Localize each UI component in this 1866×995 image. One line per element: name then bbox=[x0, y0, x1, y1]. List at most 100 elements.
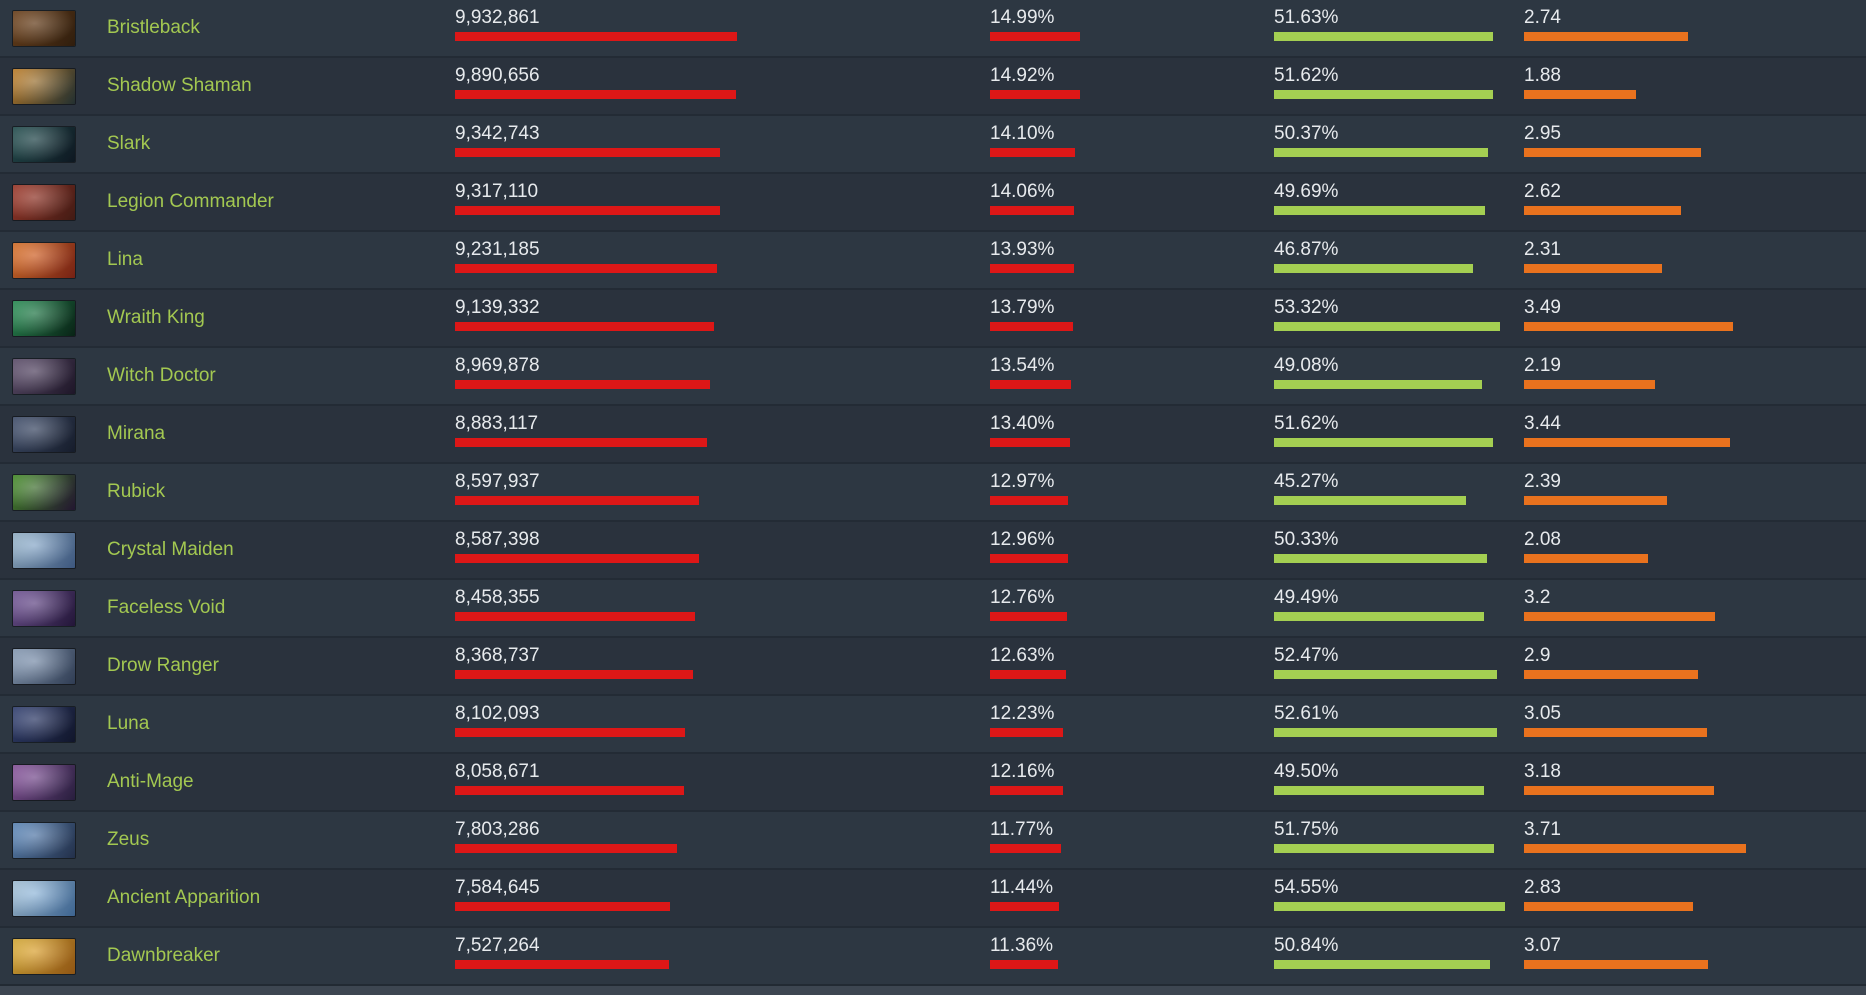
hero-portrait[interactable] bbox=[13, 706, 75, 742]
hero-name-link[interactable]: Rubick bbox=[107, 481, 166, 502]
hero-portrait[interactable] bbox=[13, 10, 75, 46]
matches-cell-value: 8,102,093 bbox=[455, 703, 540, 724]
kda-ratio-cell: 3.2 bbox=[1524, 580, 1866, 636]
pick-rate-cell-bar bbox=[990, 90, 1080, 99]
matches-cell-bar bbox=[455, 612, 695, 621]
pick-rate-cell-value: 13.93% bbox=[990, 239, 1055, 260]
matches-cell: 8,058,671 bbox=[455, 754, 990, 810]
pick-rate-cell-value: 14.92% bbox=[990, 65, 1055, 86]
hero-portrait[interactable] bbox=[13, 590, 75, 626]
win-rate-cell: 50.84% bbox=[1274, 928, 1524, 984]
hero-name-link[interactable]: Crystal Maiden bbox=[107, 539, 234, 560]
hero-name-link[interactable]: Shadow Shaman bbox=[107, 75, 252, 96]
matches-cell-value: 9,342,743 bbox=[455, 123, 540, 144]
win-rate-cell: 51.62% bbox=[1274, 406, 1524, 462]
matches-cell: 8,587,398 bbox=[455, 522, 990, 578]
hero-name-link[interactable]: Dawnbreaker bbox=[107, 945, 220, 966]
matches-cell-value: 8,058,671 bbox=[455, 761, 540, 782]
kda-ratio-cell-value: 2.39 bbox=[1524, 471, 1561, 492]
kda-ratio-cell: 2.74 bbox=[1524, 0, 1866, 56]
matches-cell-value: 7,527,264 bbox=[455, 935, 540, 956]
hero-name-link[interactable]: Mirana bbox=[107, 423, 166, 444]
matches-cell-value: 8,969,878 bbox=[455, 355, 540, 376]
pick-rate-cell: 14.06% bbox=[990, 174, 1274, 230]
kda-ratio-cell-bar bbox=[1524, 322, 1733, 331]
hero-cell: Anti-Mage bbox=[0, 754, 455, 810]
matches-cell-value: 7,803,286 bbox=[455, 819, 540, 840]
kda-ratio-cell-value: 3.18 bbox=[1524, 761, 1561, 782]
hero-cell: Dawnbreaker bbox=[0, 928, 455, 984]
matches-cell: 7,527,264 bbox=[455, 928, 990, 984]
hero-name-link[interactable]: Faceless Void bbox=[107, 597, 226, 618]
matches-cell: 9,231,185 bbox=[455, 232, 990, 288]
hero-portrait[interactable] bbox=[13, 648, 75, 684]
matches-cell: 9,317,110 bbox=[455, 174, 990, 230]
hero-portrait[interactable] bbox=[13, 242, 75, 278]
hero-portrait[interactable] bbox=[13, 764, 75, 800]
table-row: Rubick 8,597,937 12.97% 45.27% 2.39 bbox=[0, 464, 1866, 522]
hero-portrait[interactable] bbox=[13, 126, 75, 162]
hero-portrait[interactable] bbox=[13, 474, 75, 510]
kda-ratio-cell-bar bbox=[1524, 380, 1655, 389]
hero-portrait[interactable] bbox=[13, 880, 75, 916]
matches-cell-bar bbox=[455, 728, 685, 737]
pick-rate-cell: 13.54% bbox=[990, 348, 1274, 404]
matches-cell-bar bbox=[455, 322, 714, 331]
matches-cell: 8,368,737 bbox=[455, 638, 990, 694]
matches-cell-value: 9,317,110 bbox=[455, 181, 539, 202]
matches-cell-value: 8,458,355 bbox=[455, 587, 540, 608]
hero-portrait[interactable] bbox=[13, 300, 75, 336]
matches-cell: 8,969,878 bbox=[455, 348, 990, 404]
hero-portrait[interactable] bbox=[13, 532, 75, 568]
win-rate-cell-bar bbox=[1274, 670, 1497, 679]
hero-cell: Zeus bbox=[0, 812, 455, 868]
win-rate-cell: 45.27% bbox=[1274, 464, 1524, 520]
matches-cell: 9,342,743 bbox=[455, 116, 990, 172]
pick-rate-cell-value: 12.63% bbox=[990, 645, 1055, 666]
hero-name-link[interactable]: Witch Doctor bbox=[107, 365, 216, 386]
kda-ratio-cell-value: 2.08 bbox=[1524, 529, 1561, 550]
win-rate-cell-value: 49.49% bbox=[1274, 587, 1339, 608]
win-rate-cell: 53.32% bbox=[1274, 290, 1524, 346]
hero-name-link[interactable]: Ancient Apparition bbox=[107, 887, 261, 908]
hero-name-link[interactable]: Wraith King bbox=[107, 307, 205, 328]
hero-name-link[interactable]: Lina bbox=[107, 249, 143, 270]
win-rate-cell: 49.50% bbox=[1274, 754, 1524, 810]
matches-cell: 8,458,355 bbox=[455, 580, 990, 636]
win-rate-cell-value: 51.63% bbox=[1274, 7, 1339, 28]
kda-ratio-cell: 2.83 bbox=[1524, 870, 1866, 926]
hero-portrait[interactable] bbox=[13, 184, 75, 220]
matches-cell-bar bbox=[455, 554, 699, 563]
hero-name-link[interactable]: Legion Commander bbox=[107, 191, 274, 212]
win-rate-cell-value: 49.69% bbox=[1274, 181, 1339, 202]
hero-name-link[interactable]: Drow Ranger bbox=[107, 655, 219, 676]
pick-rate-cell: 11.44% bbox=[990, 870, 1274, 926]
win-rate-cell: 49.08% bbox=[1274, 348, 1524, 404]
hero-name-link[interactable]: Slark bbox=[107, 133, 151, 154]
hero-name-link[interactable]: Zeus bbox=[107, 829, 150, 850]
hero-portrait[interactable] bbox=[13, 68, 75, 104]
hero-cell: Faceless Void bbox=[0, 580, 455, 636]
hero-name-link[interactable]: Bristleback bbox=[107, 17, 200, 38]
hero-portrait[interactable] bbox=[13, 938, 75, 974]
kda-ratio-cell: 3.49 bbox=[1524, 290, 1866, 346]
pick-rate-cell-bar bbox=[990, 844, 1061, 853]
win-rate-cell: 50.33% bbox=[1274, 522, 1524, 578]
table-row: Bristleback 9,932,861 14.99% 51.63% 2.74 bbox=[0, 0, 1866, 58]
table-row: Wraith King 9,139,332 13.79% 53.32% 3.49 bbox=[0, 290, 1866, 348]
matches-cell-bar bbox=[455, 670, 693, 679]
pick-rate-cell-value: 11.36% bbox=[990, 935, 1054, 956]
hero-portrait[interactable] bbox=[13, 358, 75, 394]
hero-name-link[interactable]: Anti-Mage bbox=[107, 771, 194, 792]
kda-ratio-cell-value: 3.07 bbox=[1524, 935, 1561, 956]
hero-portrait[interactable] bbox=[13, 416, 75, 452]
pick-rate-cell-value: 13.54% bbox=[990, 355, 1055, 376]
pick-rate-cell-bar bbox=[990, 960, 1058, 969]
win-rate-cell-bar bbox=[1274, 612, 1484, 621]
hero-portrait[interactable] bbox=[13, 822, 75, 858]
win-rate-cell-bar bbox=[1274, 728, 1497, 737]
kda-ratio-cell-bar bbox=[1524, 496, 1667, 505]
kda-ratio-cell: 2.19 bbox=[1524, 348, 1866, 404]
win-rate-cell: 49.69% bbox=[1274, 174, 1524, 230]
hero-name-link[interactable]: Luna bbox=[107, 713, 150, 734]
